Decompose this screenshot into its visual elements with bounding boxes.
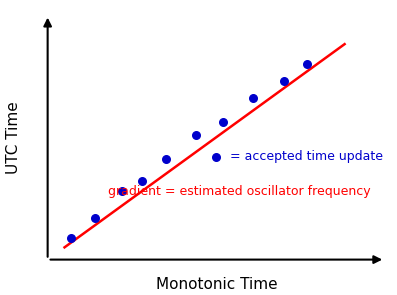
Text: UTC Time: UTC Time xyxy=(6,101,21,173)
Point xyxy=(68,235,75,240)
Point xyxy=(281,78,287,83)
Text: Monotonic Time: Monotonic Time xyxy=(156,277,277,292)
Text: = accepted time update: = accepted time update xyxy=(226,150,384,163)
Text: gradient = estimated oscillator frequency: gradient = estimated oscillator frequenc… xyxy=(108,185,371,198)
Point xyxy=(139,179,145,183)
Point xyxy=(119,189,125,194)
Point xyxy=(213,154,220,159)
Point xyxy=(250,96,256,100)
Point xyxy=(163,157,169,162)
Point xyxy=(193,132,199,137)
Point xyxy=(220,120,226,125)
Point xyxy=(304,61,310,66)
Point xyxy=(92,216,98,220)
